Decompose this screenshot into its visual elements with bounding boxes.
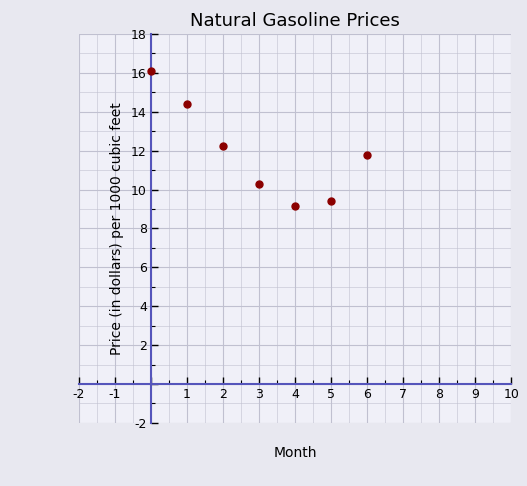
Point <box>327 197 335 205</box>
Point <box>291 203 299 210</box>
Point <box>183 100 191 108</box>
Point <box>147 67 155 75</box>
Point <box>255 180 264 188</box>
Title: Natural Gasoline Prices: Natural Gasoline Prices <box>190 12 400 30</box>
X-axis label: Month: Month <box>274 446 317 460</box>
Point <box>363 151 372 159</box>
Point <box>219 142 227 150</box>
Y-axis label: Price (in dollars) per 1000 cubic feet: Price (in dollars) per 1000 cubic feet <box>110 102 124 355</box>
